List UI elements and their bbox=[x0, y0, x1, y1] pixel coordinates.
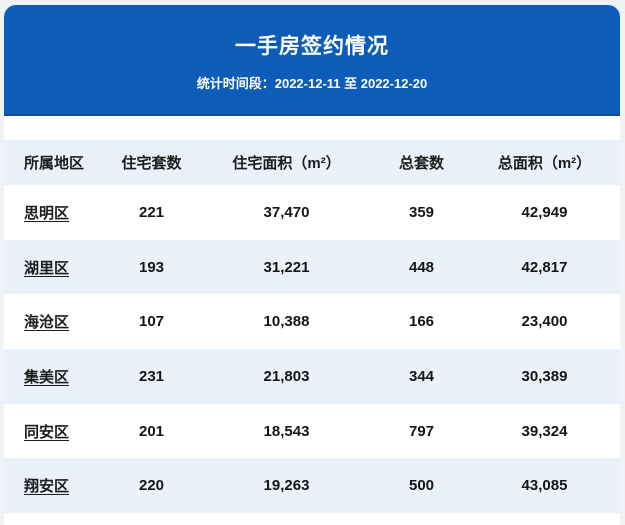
cell-residential-units: 107 bbox=[138, 313, 165, 331]
table-row: 翔安区 220 19,263 500 43,085 bbox=[4, 458, 620, 514]
cell-residential-units: 201 bbox=[138, 422, 165, 440]
cell-residential-area: 18,543 bbox=[263, 422, 310, 440]
cell-total-units: 448 bbox=[408, 258, 435, 276]
cell-total-units: 359 bbox=[408, 203, 435, 221]
district-link[interactable]: 湖里区 bbox=[24, 259, 70, 277]
column-header-residential-area: 住宅面积（m²） bbox=[232, 155, 341, 172]
table-row: 思明区 221 37,470 359 42,949 bbox=[4, 185, 620, 240]
district-link[interactable]: 翔安区 bbox=[24, 478, 70, 496]
cell-residential-area: 31,221 bbox=[263, 258, 310, 276]
cell-residential-area: 37,470 bbox=[263, 203, 310, 221]
cell-total-units: 500 bbox=[408, 477, 435, 495]
district-link[interactable]: 海沧区 bbox=[24, 314, 70, 332]
district-link[interactable]: 同安区 bbox=[24, 423, 70, 441]
column-header-total-area: 总面积（m²） bbox=[497, 155, 592, 172]
report-title: 一手房签约情况 bbox=[235, 34, 389, 58]
cell-residential-units: 231 bbox=[138, 367, 165, 385]
cell-residential-area: 10,388 bbox=[263, 313, 310, 331]
table-row: 同安区 201 18,543 797 39,324 bbox=[4, 403, 620, 459]
cell-total-area: 43,085 bbox=[521, 477, 568, 495]
cell-residential-units: 193 bbox=[138, 258, 165, 276]
signings-table: 所属地区 住宅套数 住宅面积（m²） 总套数 总面积（m²） 思明区 221 3… bbox=[4, 140, 620, 514]
report-period: 统计时间段：2022-12-11 至 2022-12-20 bbox=[196, 75, 428, 91]
district-link[interactable]: 集美区 bbox=[24, 368, 70, 386]
column-header-district: 所属地区 bbox=[24, 155, 85, 172]
report-card: 一手房签约情况 统计时间段：2022-12-11 至 2022-12-20 所属… bbox=[4, 5, 620, 525]
cell-residential-units: 220 bbox=[138, 477, 165, 495]
cell-total-area: 42,817 bbox=[521, 258, 568, 276]
column-header-total-units: 总套数 bbox=[398, 155, 444, 172]
cell-total-units: 344 bbox=[408, 367, 435, 385]
cell-total-area: 30,389 bbox=[521, 367, 568, 385]
cell-total-area: 42,949 bbox=[521, 203, 568, 221]
district-link[interactable]: 思明区 bbox=[24, 204, 70, 222]
table-row: 海沧区 107 10,388 166 23,400 bbox=[4, 294, 620, 350]
cell-residential-units: 221 bbox=[138, 203, 165, 221]
cell-total-units: 166 bbox=[408, 313, 435, 331]
cell-residential-area: 21,803 bbox=[263, 367, 310, 385]
table-row: 集美区 231 21,803 344 30,389 bbox=[4, 349, 620, 404]
cell-total-area: 23,400 bbox=[521, 313, 568, 331]
cell-total-area: 39,324 bbox=[521, 422, 568, 440]
column-header-residential-units: 住宅套数 bbox=[121, 155, 182, 172]
table-row: 湖里区 193 31,221 448 42,817 bbox=[4, 239, 620, 295]
table-header-row: 所属地区 住宅套数 住宅面积（m²） 总套数 总面积（m²） bbox=[4, 140, 620, 185]
cell-total-units: 797 bbox=[408, 422, 435, 440]
cell-residential-area: 19,263 bbox=[263, 477, 310, 495]
report-header-banner: 一手房签约情况 统计时间段：2022-12-11 至 2022-12-20 bbox=[4, 5, 620, 116]
